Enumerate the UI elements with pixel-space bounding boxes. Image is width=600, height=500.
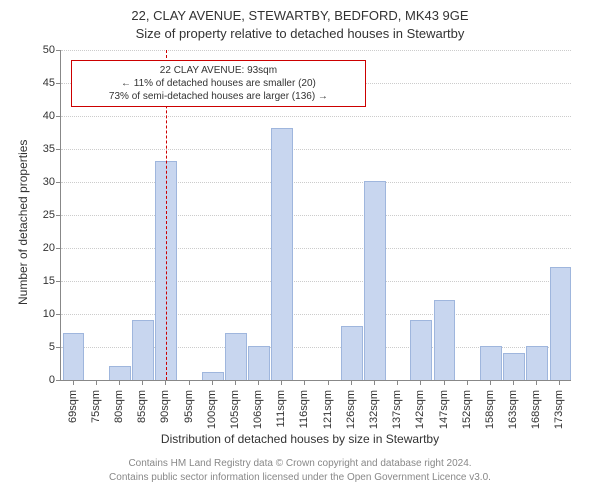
xtick-mark — [304, 380, 305, 385]
xtick-label: 173sqm — [553, 386, 565, 429]
chart-plot-area: 0510152025303540455069sqm75sqm80sqm85sqm… — [60, 50, 571, 381]
gridline — [61, 149, 571, 150]
bar — [132, 320, 154, 380]
xtick-mark — [444, 380, 445, 385]
xtick-mark — [536, 380, 537, 385]
x-axis-label: Distribution of detached houses by size … — [0, 432, 600, 446]
xtick-label: 116sqm — [298, 386, 310, 428]
xtick-label: 100sqm — [206, 386, 218, 429]
xtick-label: 147sqm — [438, 386, 450, 429]
ytick-label: 5 — [49, 341, 61, 353]
ytick-label: 35 — [43, 143, 61, 155]
ytick-label: 0 — [49, 374, 61, 386]
gridline — [61, 248, 571, 249]
xtick-mark — [467, 380, 468, 385]
xtick-label: 106sqm — [252, 386, 264, 429]
xtick-mark — [212, 380, 213, 385]
footer-line2: Contains public sector information licen… — [0, 472, 600, 483]
ytick-label: 15 — [43, 275, 61, 287]
bar — [526, 346, 548, 380]
xtick-mark — [119, 380, 120, 385]
bar — [109, 366, 131, 380]
xtick-label: 142sqm — [414, 386, 426, 429]
xtick-label: 90sqm — [159, 386, 171, 423]
xtick-mark — [374, 380, 375, 385]
bar — [271, 128, 293, 380]
gridline — [61, 281, 571, 282]
xtick-mark — [96, 380, 97, 385]
xtick-label: 69sqm — [67, 386, 79, 423]
annotation-box: 22 CLAY AVENUE: 93sqm← 11% of detached h… — [71, 60, 366, 107]
ytick-label: 30 — [43, 176, 61, 188]
bar — [225, 333, 247, 380]
ytick-label: 45 — [43, 77, 61, 89]
ytick-label: 20 — [43, 242, 61, 254]
ytick-label: 25 — [43, 209, 61, 221]
gridline — [61, 182, 571, 183]
xtick-mark — [73, 380, 74, 385]
xtick-label: 121sqm — [322, 386, 334, 429]
gridline — [61, 116, 571, 117]
xtick-label: 105sqm — [229, 386, 241, 429]
xtick-label: 111sqm — [275, 386, 287, 428]
xtick-label: 158sqm — [484, 386, 496, 429]
xtick-label: 168sqm — [530, 386, 542, 429]
xtick-label: 75sqm — [90, 386, 102, 423]
y-axis-label: Number of detached properties — [16, 140, 30, 305]
bar — [364, 181, 386, 380]
xtick-label: 80sqm — [113, 386, 125, 423]
bar — [434, 300, 456, 380]
xtick-mark — [165, 380, 166, 385]
page-title-line1: 22, CLAY AVENUE, STEWARTBY, BEDFORD, MK4… — [0, 8, 600, 23]
bar — [410, 320, 432, 380]
footer-line1: Contains HM Land Registry data © Crown c… — [0, 458, 600, 469]
gridline — [61, 50, 571, 51]
bar — [550, 267, 572, 380]
annotation-line: ← 11% of detached houses are smaller (20… — [78, 77, 359, 90]
bar — [202, 372, 224, 380]
xtick-mark — [328, 380, 329, 385]
xtick-mark — [559, 380, 560, 385]
gridline — [61, 215, 571, 216]
xtick-label: 152sqm — [461, 386, 473, 429]
ytick-label: 10 — [43, 308, 61, 320]
xtick-mark — [235, 380, 236, 385]
xtick-label: 163sqm — [507, 386, 519, 429]
bar — [503, 353, 525, 380]
bar — [63, 333, 85, 380]
xtick-label: 126sqm — [345, 386, 357, 429]
xtick-mark — [351, 380, 352, 385]
bar — [480, 346, 502, 380]
xtick-mark — [258, 380, 259, 385]
xtick-label: 137sqm — [391, 386, 403, 429]
xtick-mark — [420, 380, 421, 385]
xtick-mark — [189, 380, 190, 385]
xtick-label: 95sqm — [183, 386, 195, 423]
ytick-label: 40 — [43, 110, 61, 122]
xtick-mark — [281, 380, 282, 385]
xtick-label: 85sqm — [136, 386, 148, 423]
xtick-label: 132sqm — [368, 386, 380, 429]
annotation-line: 22 CLAY AVENUE: 93sqm — [78, 64, 359, 77]
xtick-mark — [513, 380, 514, 385]
annotation-line: 73% of semi-detached houses are larger (… — [78, 90, 359, 103]
bar — [248, 346, 270, 380]
gridline — [61, 314, 571, 315]
xtick-mark — [490, 380, 491, 385]
page-title-line2: Size of property relative to detached ho… — [0, 26, 600, 41]
xtick-mark — [142, 380, 143, 385]
bar — [341, 326, 363, 380]
ytick-label: 50 — [43, 44, 61, 56]
xtick-mark — [397, 380, 398, 385]
